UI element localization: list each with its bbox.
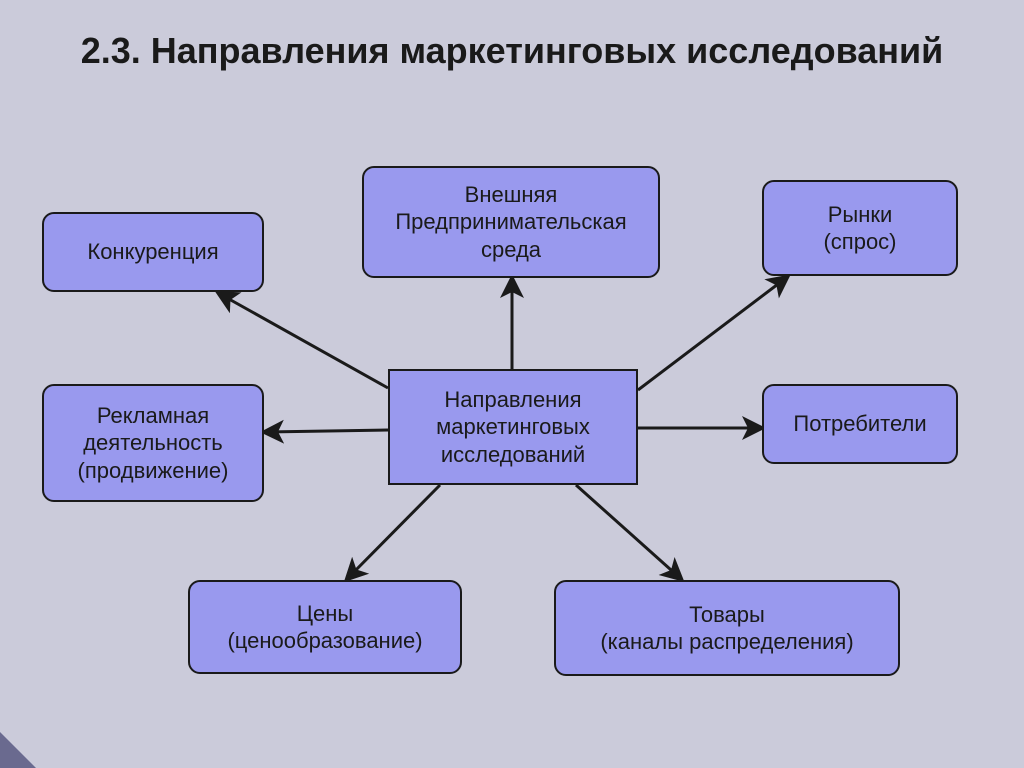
slide-title: 2.3. Направления маркетинговых исследова… [0, 28, 1024, 73]
edge-center-prices [348, 485, 440, 578]
diagram-node-goods: Товары(каналы распределения) [554, 580, 900, 676]
diagram-node-markets: Рынки(спрос) [762, 180, 958, 276]
edge-center-goods [576, 485, 680, 578]
edge-center-adv [266, 430, 388, 432]
slide-corner-fold [0, 732, 36, 768]
diagram-node-consumers: Потребители [762, 384, 958, 464]
diagram-node-env: ВнешняяПредпринимательскаясреда [362, 166, 660, 278]
diagram-node-competition: Конкуренция [42, 212, 264, 292]
diagram-node-center: Направлениямаркетинговыхисследований [388, 369, 638, 485]
diagram-node-adv: Рекламнаядеятельность(продвижение) [42, 384, 264, 502]
diagram-node-prices: Цены(ценообразование) [188, 580, 462, 674]
edge-center-markets [638, 278, 786, 390]
edge-center-competition [220, 294, 388, 388]
